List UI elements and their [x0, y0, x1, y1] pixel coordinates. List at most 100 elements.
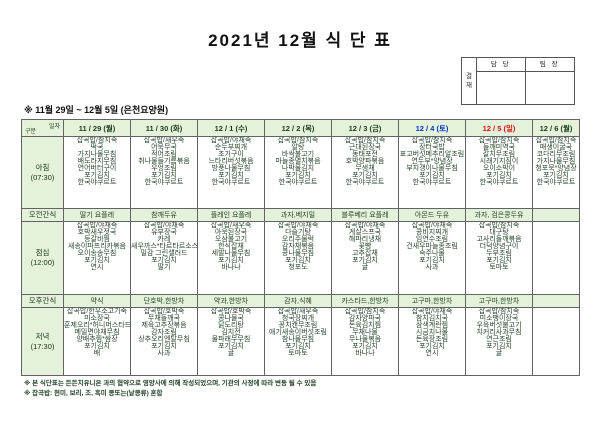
- menu-cell: 잡곡밥/야채죽 참치김치국 삼색계란찜 시금치나물 돈육장조림 포기김치 연시: [398, 307, 466, 376]
- menu-item: 청포묵*양념장: [535, 165, 577, 172]
- menu-cell: 잡곡밥/야채죽 게살스프국 해파리냉채 꽃빵 고추잡채 포기김치 귤: [331, 221, 399, 295]
- page-title: 2021년 12월 식 단 표: [208, 31, 392, 50]
- menu-item: 포기김치: [151, 172, 177, 179]
- menu-cell: 잡곡밥/야채죽 콩비지찌개 임연수조림 건새우마늘종조림 숙주나물 포기김치 사과: [398, 221, 466, 295]
- menu-cell: 잡곡밥/새우죽 청국장찌개 꽁치캔무조림 애기새송이버섯조림 참나물무침 포기김치 토마토: [264, 307, 332, 376]
- menu-item: 청포도: [288, 264, 308, 271]
- menu-item: 무채들깨국: [147, 315, 181, 322]
- menu-cell: 잡곡밥/한우소고기죽 미소장국 훈제오리*허니머스타드 메밀면야채무침 양배추찜*쌈장 포…: [63, 307, 131, 376]
- menu-item: 새송이파프리카볶음: [68, 243, 126, 250]
- menu-item: 콩나물국: [218, 315, 244, 322]
- menu-item: 잡곡밥/야채죽: [76, 222, 118, 230]
- date-header: 12 / 6 (월): [532, 119, 580, 137]
- date-header: 12 / 3 (금): [331, 119, 399, 137]
- menu-item: 잡곡밥/참치죽: [344, 137, 386, 145]
- menu-item: 잡곡밥/참치죽: [478, 137, 520, 145]
- menu-item: 연근조림: [486, 336, 512, 343]
- menu-cell: 잡곡밥/호박죽 무채들깨국 제육고추장볶음 감자조림 상추오리엔탈무침 포기김치 사과: [130, 307, 198, 376]
- date-header: 12 / 2 (목): [264, 119, 332, 137]
- approval-col-timjang: 팀 장: [525, 58, 574, 72]
- menu-item: 감자양파국: [348, 315, 382, 322]
- approval-sign-cell: [526, 72, 575, 104]
- menu-item: 한국야쿠르트: [211, 179, 251, 186]
- menu-item: 딸기: [157, 264, 171, 271]
- menu-cell: 잡곡밥/새우죽 아욱된장국 오삼불고기 한식잡채 세발나물무침 포기김치 바나나: [197, 221, 265, 295]
- menu-cell: 잡곡밥/참치죽 매생이굴국 코다리무조림 가지나물무침 청포묵*양념장 포기김치 한국야쿠르…: [532, 136, 580, 209]
- menu-item: 참치김치국: [415, 315, 449, 322]
- menu-item: 근대된장국: [348, 144, 382, 151]
- menu-item: 장터국밥: [419, 144, 445, 151]
- menu-item: 가지나물무침: [77, 151, 117, 158]
- menu-item: 세발나물무침: [211, 250, 251, 257]
- approval-stamp-cell: 결재: [462, 58, 477, 104]
- date-header: 12 / 4 (토): [398, 119, 466, 137]
- menu-item: 잡곡밥/야채죽: [143, 222, 185, 230]
- snack-row: 오전간식 딸기 요플레 참깨두유 플레인 요플레 과자,베지밀 블루베리 요플레 아몬드 두…: [21, 208, 580, 222]
- menu-item: 동태포전: [352, 151, 378, 158]
- menu-item: 잡곡밥/야채죽: [210, 137, 252, 145]
- menu-item: 한국야쿠르트: [345, 179, 385, 186]
- menu-item: 잡곡밥/야채죽: [344, 222, 386, 230]
- row-label-line: (17:30): [30, 341, 55, 351]
- menu-item: 아욱된장국: [214, 229, 248, 236]
- menu-item: 연시: [425, 350, 439, 357]
- menu-item: 조기구이: [218, 151, 244, 158]
- date-header: 12 / 1 (수): [197, 119, 265, 137]
- menu-cell: 잡곡밥/야채죽 순두부찌개 조기구이 느타리버섯볶음 방풍나물무침 포기김치 한국야쿠르트: [197, 136, 265, 209]
- approval-box: 결재 담 당 팀 장: [461, 57, 575, 105]
- menu-item: 포기김치: [352, 343, 378, 350]
- menu-item: 배: [93, 350, 101, 357]
- menu-item: 바나나: [221, 264, 241, 271]
- menu-item: 나박물김치: [281, 165, 315, 172]
- menu-item: 애기새송이버섯조림: [269, 329, 327, 336]
- menu-cell: 잡곡밥/야채죽 유부장국 카레 새우까스*타르타르소스 밀감 그린샐러드 포기김치 딸기: [130, 221, 198, 295]
- snack-cell: 아몬드 두유: [398, 208, 466, 222]
- menu-item: 게살스프국: [348, 229, 382, 236]
- row-label: 아침 (07:30): [21, 136, 64, 209]
- menu-item: 꽁치캔무조림: [278, 322, 318, 329]
- date-range-subtitle: ※ 11월 29일 ~ 12월 5일 (은천요양원): [24, 105, 169, 115]
- approval-grid: 담 당 팀 장: [477, 58, 574, 104]
- menu-item: 잡곡밥/참치죽: [535, 137, 577, 145]
- menu-item: 적어조림: [151, 151, 177, 158]
- menu-item: 유부장국: [151, 229, 177, 236]
- menu-item: 순두부찌개: [214, 144, 248, 151]
- menu-item: 마늘종멸치볶음: [275, 158, 321, 165]
- snack-row: 오후간식 약식 단호박,한방차 약과,한방차 감자,식혜 카스타드,한방차 고구마,한방차 고…: [21, 294, 580, 308]
- menu-cell: 잡곡밥/새우죽 어묵무국 적어조림 취나물들기름볶음 우엉조림 포기김치 한국야쿠르트: [130, 136, 198, 209]
- menu-item: 잡곡밥/참치죽: [76, 137, 118, 145]
- footnote: ※ 잡곡밥: 현미, 보리, 조, 흑미 콩또는(낱콩류) 혼합: [24, 389, 163, 397]
- menu-cell: 잡곡밥/야채죽 호박새우젓국 등갈비찜 새송이파프리카볶음 오이송송무침 포기김치 연시: [63, 221, 131, 295]
- date-header: 12 / 5 (일): [465, 119, 533, 137]
- menu-item: 포기김치: [218, 343, 244, 350]
- menu-item: 포기김치: [352, 172, 378, 179]
- menu-item: 감자채볶음: [281, 243, 315, 250]
- menu-item: 토마토: [288, 350, 308, 357]
- snack-cell: 과자, 검은콩두유: [465, 208, 533, 222]
- menu-item: 오이송송무침: [77, 250, 117, 257]
- menu-item: 한국야쿠르트: [479, 179, 519, 186]
- row-label-line: 오전간식: [28, 210, 57, 220]
- menu-cell: 잡곡밥/호박죽 콩나물국 닭도리탕 김치전 물파래무무침 포기김치 귤: [197, 307, 265, 376]
- date-header-row: 일자 구분 11 / 29 (월) 11 / 30 (화) 12 / 1 (수) 12…: [21, 119, 580, 137]
- menu-item: 잡곡밥/야채죽: [411, 308, 453, 316]
- snack-cell: 과자,베지밀: [264, 208, 332, 222]
- date-header: 11 / 30 (화): [130, 119, 198, 137]
- menu-item: 포기김치: [218, 172, 244, 179]
- snack-cell: 참깨두유: [130, 208, 198, 222]
- menu-item: 무생채: [355, 165, 375, 172]
- snack-cell: 딸기 요플레: [63, 208, 131, 222]
- menu-item: 연어버터구이: [77, 165, 117, 172]
- menu-item: 포기김치: [543, 172, 569, 179]
- menu-cell: 잡곡밥/참치죽 떡국 가지나물무침 배도라지무침 연어버터구이 포기김치 한국야쿠르트: [63, 136, 131, 209]
- menu-item: 치커리사과무침: [476, 329, 522, 336]
- menu-item: 포기김치: [84, 257, 110, 264]
- approval-stamp-label: 결재: [466, 72, 472, 89]
- menu-item: 김치전: [221, 329, 241, 336]
- menu-item: 한식잡채: [218, 243, 244, 250]
- menu-item: 해파리냉채: [348, 236, 382, 243]
- date-header: 11 / 29 (월): [63, 119, 131, 137]
- snack-cell: 카스타드,한방차: [331, 294, 399, 308]
- menu-item: 돈육김치찜: [348, 322, 382, 329]
